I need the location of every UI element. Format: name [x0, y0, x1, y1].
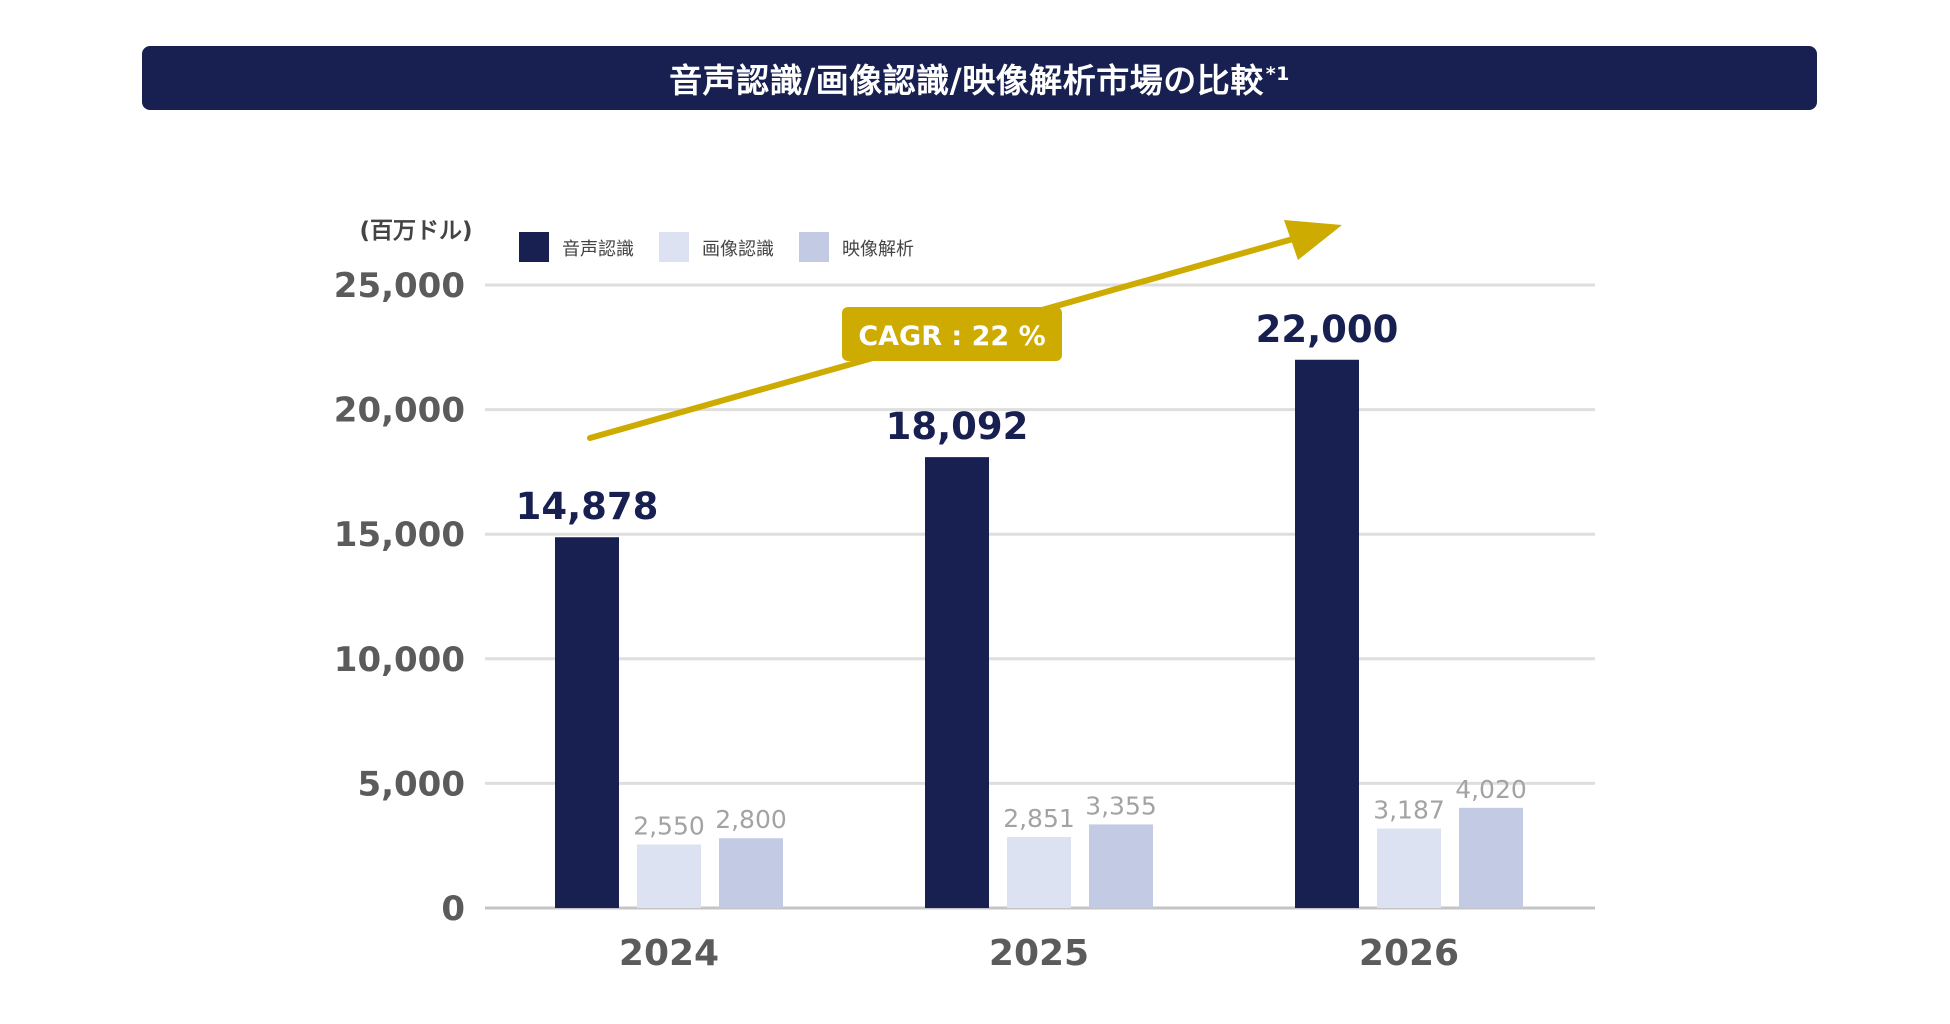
bars: [555, 359, 1523, 908]
x-axis: 2024 2025 2026: [619, 933, 1459, 974]
value-label: 2,851: [1003, 804, 1075, 833]
bar: [555, 537, 619, 908]
value-label: 14,878: [516, 485, 659, 528]
y-tick-label: 5,000: [357, 764, 465, 804]
cagr-annotation: CAGR : 22 %: [587, 220, 1342, 441]
value-label: 18,092: [886, 405, 1029, 448]
legend-label: 映像解析: [842, 239, 914, 260]
bar: [1377, 828, 1441, 908]
cagr-label: CAGR : 22 %: [858, 321, 1045, 352]
x-tick-label: 2025: [989, 933, 1089, 974]
y-tick-label: 10,000: [334, 640, 465, 680]
bar: [1459, 807, 1523, 908]
bar: [1089, 824, 1153, 908]
legend: 音声認識 画像認識 映像解析: [519, 232, 914, 262]
value-labels: 14,878 2,550 2,800 18,092 2,851 3,355 22,000 3,…: [516, 308, 1527, 841]
title-banner: 音声認識/画像認識/映像解析市場の比較 *1: [142, 46, 1817, 110]
legend-swatch: [659, 232, 689, 262]
value-label: 2,550: [633, 811, 705, 840]
legend-swatch: [799, 232, 829, 262]
bar: [637, 844, 701, 908]
bar: [719, 838, 783, 908]
x-tick-label: 2026: [1359, 933, 1459, 974]
legend-label: 音声認識: [562, 239, 634, 260]
value-label: 4,020: [1455, 775, 1527, 804]
cagr-badge: [842, 307, 1062, 361]
chart-title: 音声認識/画像認識/映像解析市場の比較 *1: [669, 54, 1290, 102]
legend-label: 画像認識: [702, 239, 774, 260]
legend-swatch: [519, 232, 549, 262]
value-label: 22,000: [1256, 308, 1399, 351]
value-label: 3,187: [1373, 796, 1445, 825]
y-tick-label: 25,000: [334, 266, 465, 306]
y-tick-label: 15,000: [334, 515, 465, 555]
x-tick-label: 2024: [619, 933, 719, 974]
y-axis: 0 5,000 10,000 15,000 20,000 25,000: [334, 266, 465, 929]
footnote-mark: *1: [1265, 63, 1290, 85]
bar: [1295, 359, 1359, 908]
trend-arrow-head: [1284, 220, 1342, 260]
chart-title-text: 音声認識/画像認識/映像解析市場の比較: [669, 61, 1264, 100]
bar: [925, 457, 989, 908]
value-label: 2,800: [715, 805, 787, 834]
y-tick-label: 20,000: [334, 391, 465, 431]
y-tick-label: 0: [441, 889, 465, 929]
bar: [1007, 836, 1071, 908]
y-unit-label: (百万ドル): [359, 218, 472, 244]
value-label: 3,355: [1085, 791, 1157, 820]
